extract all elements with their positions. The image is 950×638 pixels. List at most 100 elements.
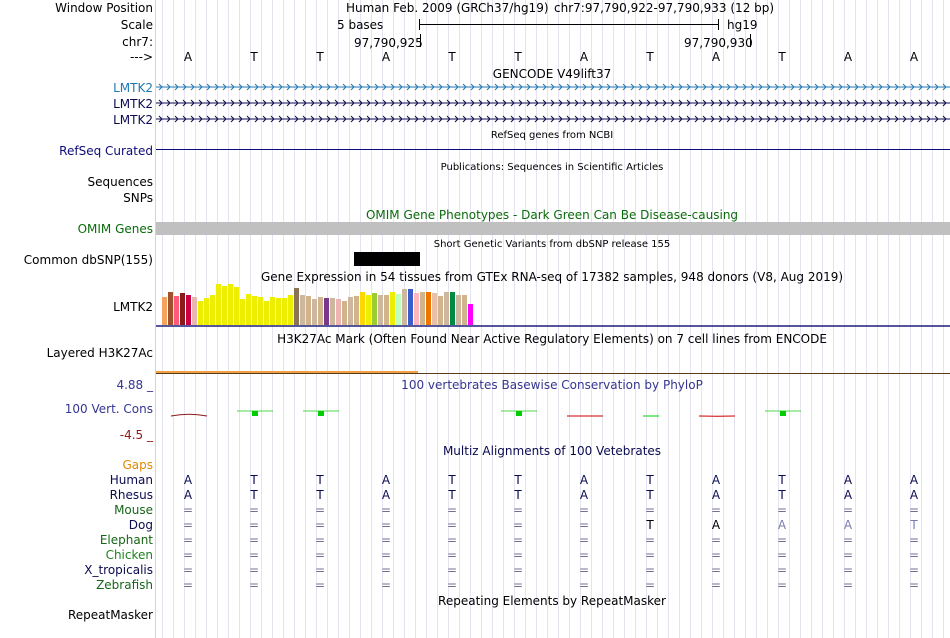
gtex-tissue-bar[interactable]: [372, 293, 377, 325]
gtex-tissue-bar[interactable]: [300, 295, 305, 325]
gtex-tissue-bar[interactable]: [252, 296, 257, 325]
h3k27-label[interactable]: Layered H3K27Ac: [46, 346, 153, 360]
aligned-base: =: [512, 503, 524, 517]
gtex-bar-chart[interactable]: [156, 283, 950, 329]
gtex-tissue-bar[interactable]: [240, 299, 245, 325]
gencode-transcripts[interactable]: [156, 80, 950, 128]
aligned-base: A: [579, 488, 589, 502]
species-label[interactable]: Human: [109, 473, 153, 487]
grid-line: [833, 0, 834, 638]
cons-score-mark[interactable]: [780, 411, 786, 416]
aligned-base: =: [314, 533, 326, 547]
grid-line: [745, 0, 746, 638]
species-label[interactable]: Chicken: [105, 548, 153, 562]
strand-chevrons: [158, 115, 947, 123]
grid-line: [602, 0, 603, 638]
gtex-tissue-bar[interactable]: [246, 294, 251, 325]
gtex-tissue-bar[interactable]: [456, 295, 461, 325]
refseq-transcript[interactable]: [156, 149, 950, 150]
gtex-tissue-bar[interactable]: [378, 295, 383, 325]
species-label[interactable]: Rhesus: [109, 488, 153, 502]
gtex-tissue-bar[interactable]: [312, 299, 317, 325]
gtex-tissue-bar[interactable]: [294, 288, 299, 325]
sequence-base: A: [579, 50, 589, 64]
cons-score-mark[interactable]: [516, 411, 522, 416]
gtex-tissue-bar[interactable]: [330, 298, 335, 325]
gtex-tissue-bar[interactable]: [204, 298, 209, 325]
gtex-tissue-bar[interactable]: [342, 301, 347, 325]
dbsnp-label[interactable]: Common dbSNP(155): [23, 253, 153, 267]
species-label[interactable]: Elephant: [99, 533, 153, 547]
cons-label[interactable]: 100 Vert. Cons: [64, 402, 153, 416]
gtex-tissue-bar[interactable]: [306, 296, 311, 325]
gtex-tissue-bar[interactable]: [462, 295, 467, 325]
gtex-tissue-bar[interactable]: [426, 292, 431, 325]
species-label[interactable]: Dog: [128, 518, 153, 532]
gtex-tissue-bar[interactable]: [198, 301, 203, 325]
species-label[interactable]: Zebrafish: [96, 578, 153, 592]
cons-score-mark[interactable]: [318, 411, 324, 416]
omim-phenotype-bar[interactable]: [156, 222, 950, 235]
grid-line: [756, 0, 757, 638]
gtex-tissue-bar[interactable]: [276, 298, 281, 325]
sequence-base: T: [778, 50, 786, 64]
gtex-tissue-bar[interactable]: [288, 295, 293, 325]
gtex-tissue-bar[interactable]: [414, 293, 419, 325]
gtex-tissue-bar[interactable]: [408, 289, 413, 325]
cons-score-mark[interactable]: [252, 411, 258, 416]
gene-label-1[interactable]: LMTK2: [113, 81, 153, 95]
gtex-tissue-bar[interactable]: [402, 289, 407, 325]
gtex-tissue-bar[interactable]: [438, 296, 443, 325]
h3k27-baseline: [156, 373, 950, 374]
gene-label-2[interactable]: LMTK2: [113, 97, 153, 111]
gtex-tissue-bar[interactable]: [192, 297, 197, 325]
gtex-tissue-bar[interactable]: [432, 293, 437, 325]
aligned-base: =: [644, 578, 656, 592]
repeat-label[interactable]: RepeatMasker: [67, 608, 153, 622]
gtex-tissue-bar[interactable]: [162, 297, 167, 325]
gtex-tissue-bar[interactable]: [186, 295, 191, 325]
gtex-tissue-bar[interactable]: [468, 304, 473, 325]
aligned-base: =: [578, 548, 590, 562]
gtex-tissue-bar[interactable]: [396, 294, 401, 325]
gtex-tissue-bar[interactable]: [264, 301, 269, 325]
gtex-tissue-bar[interactable]: [450, 292, 455, 325]
gtex-tissue-bar[interactable]: [384, 295, 389, 325]
gtex-tissue-bar[interactable]: [420, 292, 425, 325]
gtex-tissue-bar[interactable]: [366, 295, 371, 325]
species-label[interactable]: Mouse: [114, 503, 153, 517]
snps-label[interactable]: SNPs: [123, 191, 153, 205]
gtex-tissue-bar[interactable]: [354, 296, 359, 325]
gtex-tissue-bar[interactable]: [228, 284, 233, 325]
gtex-tissue-bar[interactable]: [282, 298, 287, 325]
refseq-label[interactable]: RefSeq Curated: [59, 144, 153, 158]
gene-label-3[interactable]: LMTK2: [113, 113, 153, 127]
gtex-tissue-bar[interactable]: [222, 286, 227, 325]
gtex-label[interactable]: LMTK2: [113, 300, 153, 314]
gtex-tissue-bar[interactable]: [168, 292, 173, 325]
gtex-tissue-bar[interactable]: [258, 297, 263, 325]
gtex-tissue-bar[interactable]: [234, 287, 239, 325]
gtex-tissue-bar[interactable]: [360, 292, 365, 325]
sequences-label[interactable]: Sequences: [87, 175, 153, 189]
dbsnp-variant[interactable]: [354, 252, 420, 266]
gtex-tissue-bar[interactable]: [336, 299, 341, 325]
gtex-tissue-bar[interactable]: [174, 296, 179, 325]
gtex-tissue-bar[interactable]: [390, 292, 395, 325]
gtex-tissue-bar[interactable]: [318, 297, 323, 325]
gtex-tissue-bar[interactable]: [324, 298, 329, 325]
gtex-tissue-bar[interactable]: [216, 284, 221, 325]
gtex-tissue-bar[interactable]: [270, 297, 275, 325]
gaps-label[interactable]: Gaps: [122, 458, 153, 472]
grid-line: [646, 0, 647, 638]
aligned-base: T: [646, 488, 654, 502]
cons-wiggle[interactable]: [156, 384, 950, 444]
label-divider: [155, 0, 156, 638]
omim-label[interactable]: OMIM Genes: [77, 222, 153, 236]
gtex-tissue-bar[interactable]: [180, 293, 185, 325]
gtex-tissue-bar[interactable]: [444, 292, 449, 325]
gtex-tissue-bar[interactable]: [348, 297, 353, 325]
gtex-tissue-bar[interactable]: [210, 295, 215, 325]
cons-score-mark[interactable]: [170, 413, 208, 417]
species-label[interactable]: X_tropicalis: [84, 563, 153, 577]
